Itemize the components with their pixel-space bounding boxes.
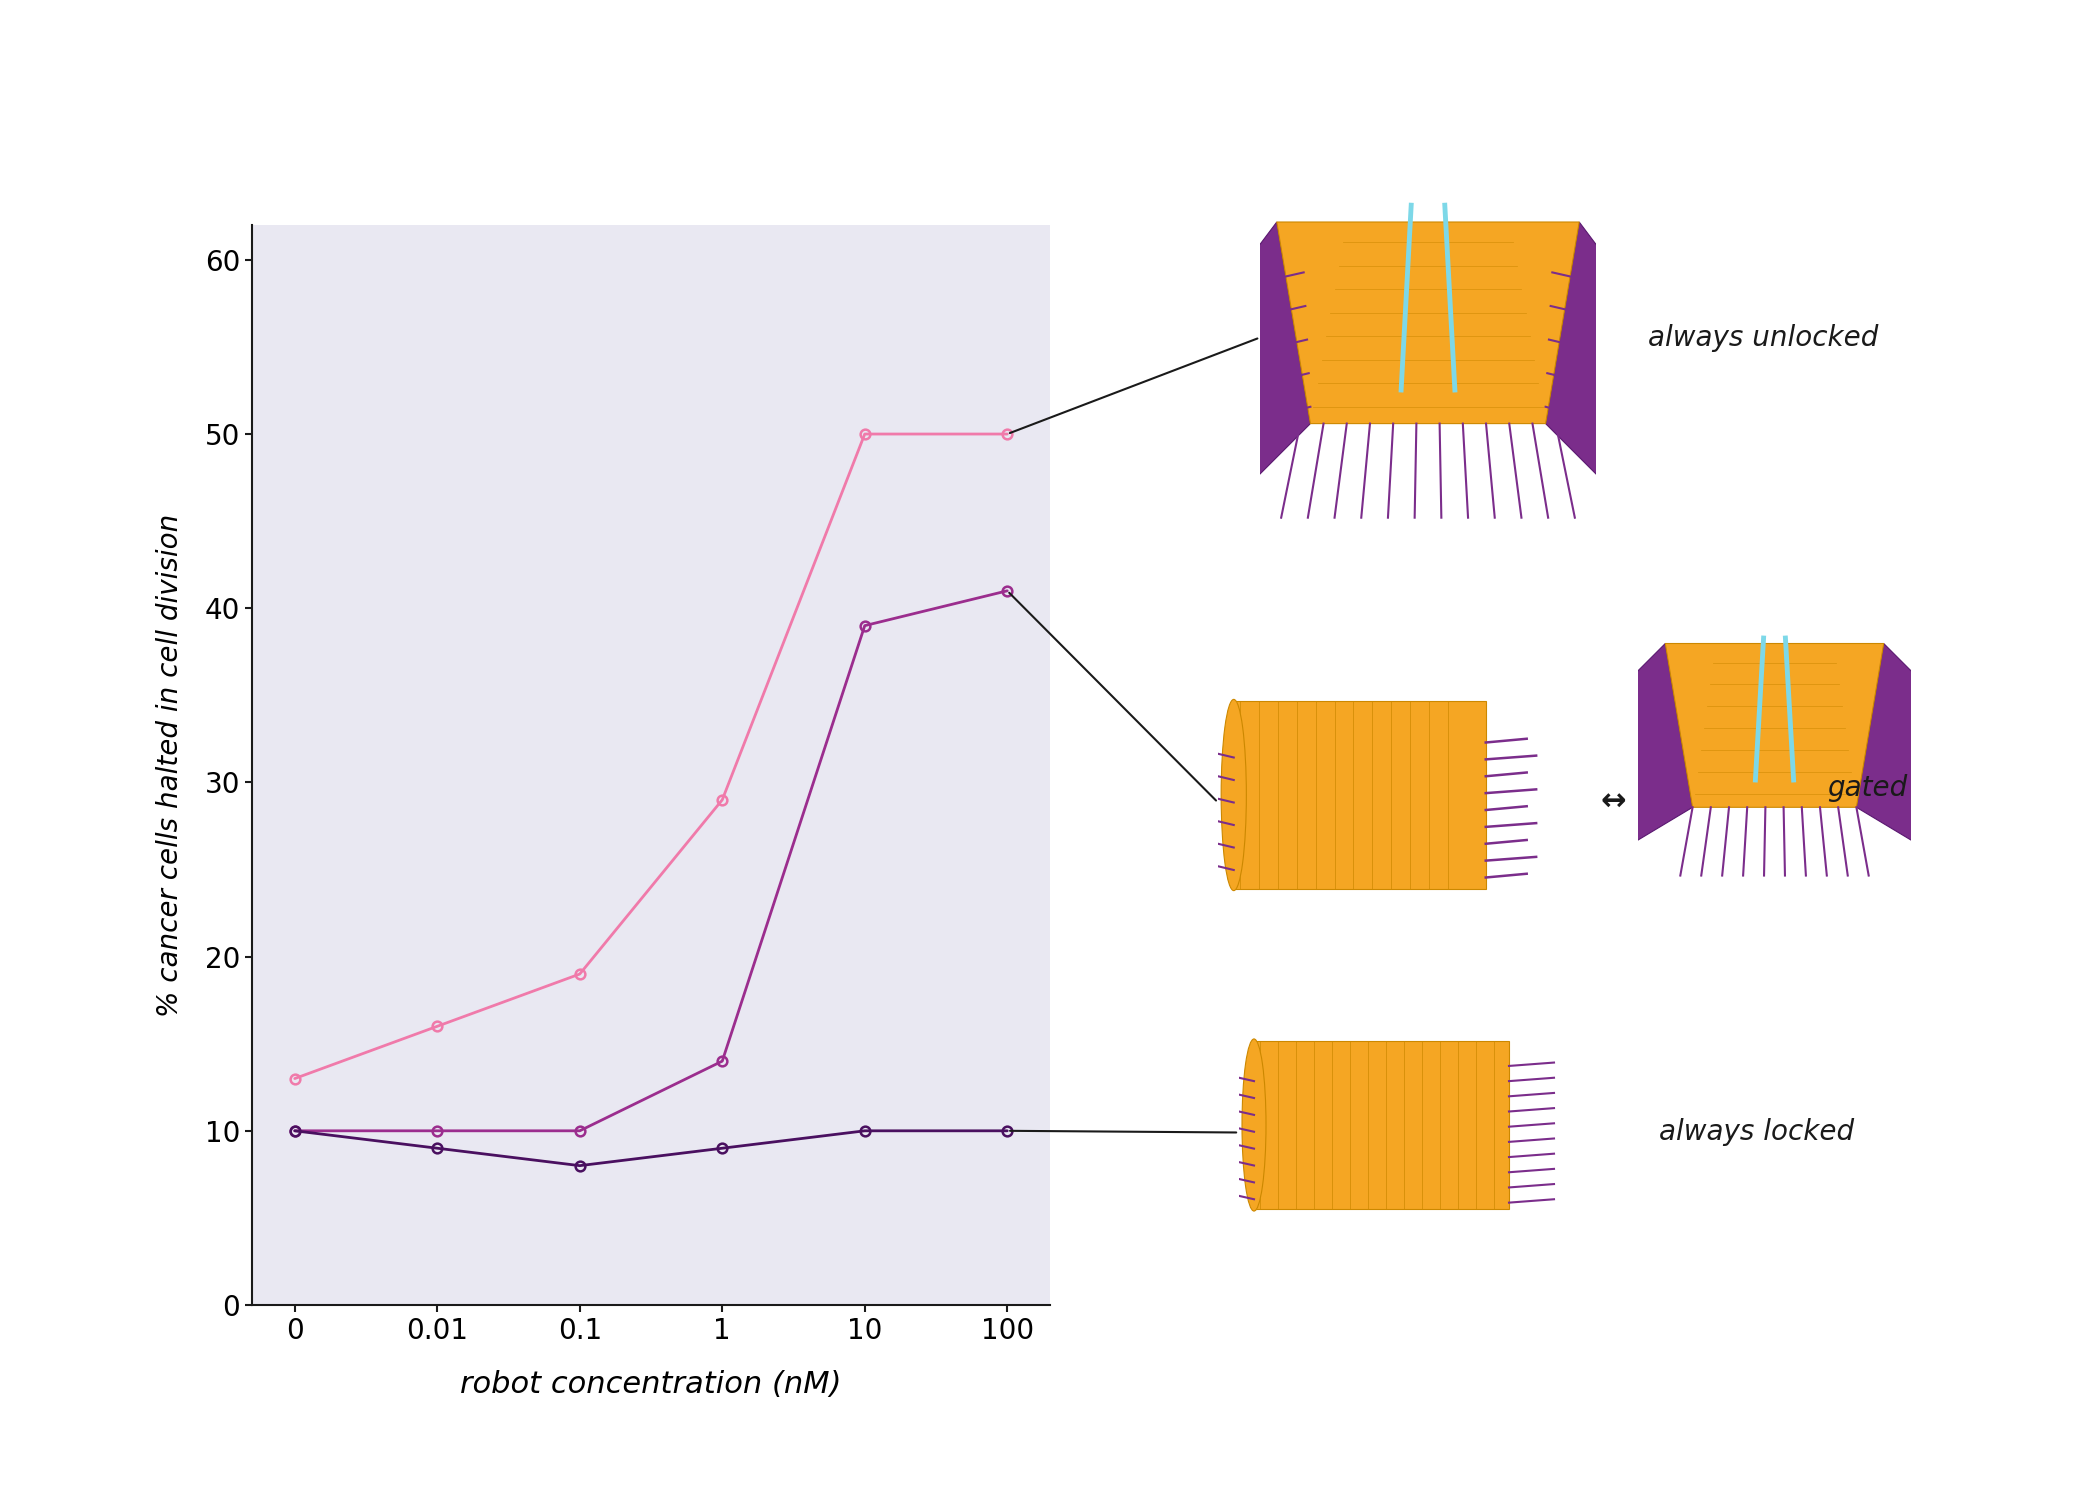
X-axis label: robot concentration (nM): robot concentration (nM) <box>460 1370 842 1400</box>
Polygon shape <box>1625 644 1693 849</box>
Polygon shape <box>1665 644 1884 807</box>
Text: always unlocked: always unlocked <box>1648 324 1880 351</box>
Ellipse shape <box>1222 699 1245 891</box>
Text: ↔: ↔ <box>1600 788 1625 818</box>
Polygon shape <box>1856 644 1926 849</box>
Bar <box>1235 702 1487 888</box>
Bar <box>1254 1041 1510 1209</box>
Polygon shape <box>1226 222 1310 491</box>
Polygon shape <box>1277 222 1579 423</box>
Ellipse shape <box>1241 1040 1266 1211</box>
Text: always locked: always locked <box>1659 1119 1854 1146</box>
Polygon shape <box>1546 222 1630 491</box>
Text: gated: gated <box>1827 774 1907 801</box>
Y-axis label: % cancer cells halted in cell division: % cancer cells halted in cell division <box>155 513 185 1017</box>
